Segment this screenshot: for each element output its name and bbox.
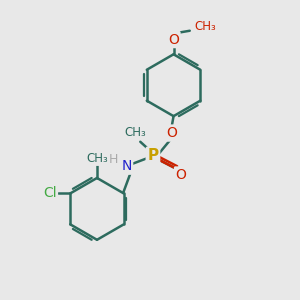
Text: O: O bbox=[166, 126, 177, 140]
Text: N: N bbox=[121, 159, 132, 173]
Text: CH₃: CH₃ bbox=[86, 152, 108, 165]
Text: CH₃: CH₃ bbox=[124, 126, 146, 140]
Text: H: H bbox=[109, 153, 118, 166]
Text: Cl: Cl bbox=[43, 186, 56, 200]
Text: O: O bbox=[176, 168, 186, 182]
Text: CH₃: CH₃ bbox=[194, 20, 216, 33]
Text: P: P bbox=[147, 148, 158, 164]
Text: O: O bbox=[168, 33, 179, 46]
